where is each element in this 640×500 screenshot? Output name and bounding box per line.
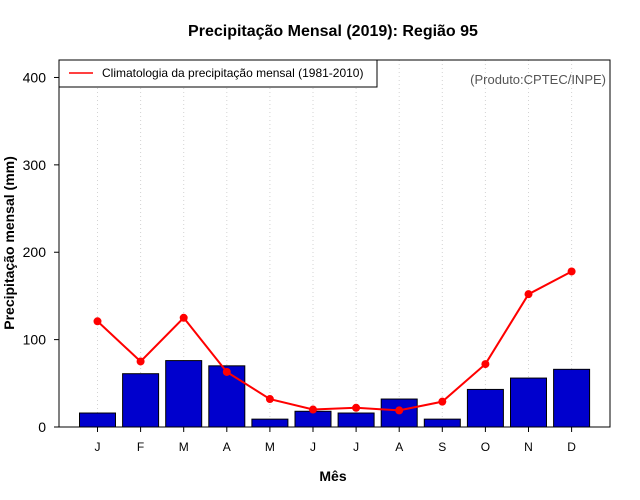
climatology-point-9 [438, 397, 447, 406]
climatology-point-3 [179, 313, 188, 322]
x-tick-label: J [353, 440, 359, 454]
bar-10 [466, 388, 504, 428]
bar-6 [294, 410, 332, 428]
bar-1 [79, 412, 116, 428]
chart-title: Precipitação Mensal (2019): Região 95 [188, 23, 478, 40]
x-tick-label: A [223, 440, 231, 454]
legend: Climatologia da precipitação mensal (198… [58, 59, 378, 88]
bar-4 [208, 365, 246, 428]
x-tick-label: D [567, 440, 576, 454]
credit-annotation: (Produto:CPTEC/INPE) [470, 72, 606, 87]
climatology-point-8 [395, 406, 404, 415]
x-tick-label: N [524, 440, 533, 454]
y-tick-label: 100 [23, 332, 47, 348]
legend-box [58, 59, 378, 88]
y-tick-label: 300 [23, 157, 47, 173]
x-tick-label: A [395, 440, 403, 454]
y-axis: 0 100 200 300 400 [23, 69, 59, 435]
x-tick-label: M [265, 440, 275, 454]
climatology-polyline [96, 270, 573, 412]
x-tick-label: S [438, 440, 446, 454]
climatology-point-12 [567, 267, 576, 276]
bar-2 [122, 373, 160, 428]
bars [79, 360, 591, 428]
bar-11 [510, 377, 547, 428]
climatology-line [93, 267, 576, 415]
y-tick-label: 200 [23, 244, 47, 260]
climatology-point-6 [309, 405, 317, 414]
climatology-point-5 [265, 395, 274, 404]
climatology-point-10 [481, 360, 490, 369]
x-tick-label: M [179, 440, 189, 454]
bar-7 [337, 412, 375, 428]
x-axis-title: Mês [319, 468, 346, 484]
climatology-point-2 [136, 357, 145, 366]
bar-5 [251, 418, 289, 428]
bar-12 [553, 368, 591, 428]
climatology-point-4 [222, 367, 231, 376]
plot-frame [58, 59, 611, 428]
bar-3 [165, 360, 203, 428]
x-tick-label: F [137, 440, 144, 454]
y-axis-title: Precipitação mensal (mm) [1, 156, 17, 330]
y-tick-label: 400 [23, 69, 47, 85]
legend-label: Climatologia da precipitação mensal (198… [102, 66, 363, 80]
x-tick-label: J [95, 440, 101, 454]
x-tick-label: J [310, 440, 316, 454]
climatology-point-7 [352, 403, 361, 412]
y-tick-label: 0 [38, 419, 46, 435]
x-tick-label: O [481, 440, 490, 454]
bar-9 [423, 418, 461, 428]
climatology-point-11 [524, 290, 533, 299]
climatology-point-1 [93, 317, 102, 326]
